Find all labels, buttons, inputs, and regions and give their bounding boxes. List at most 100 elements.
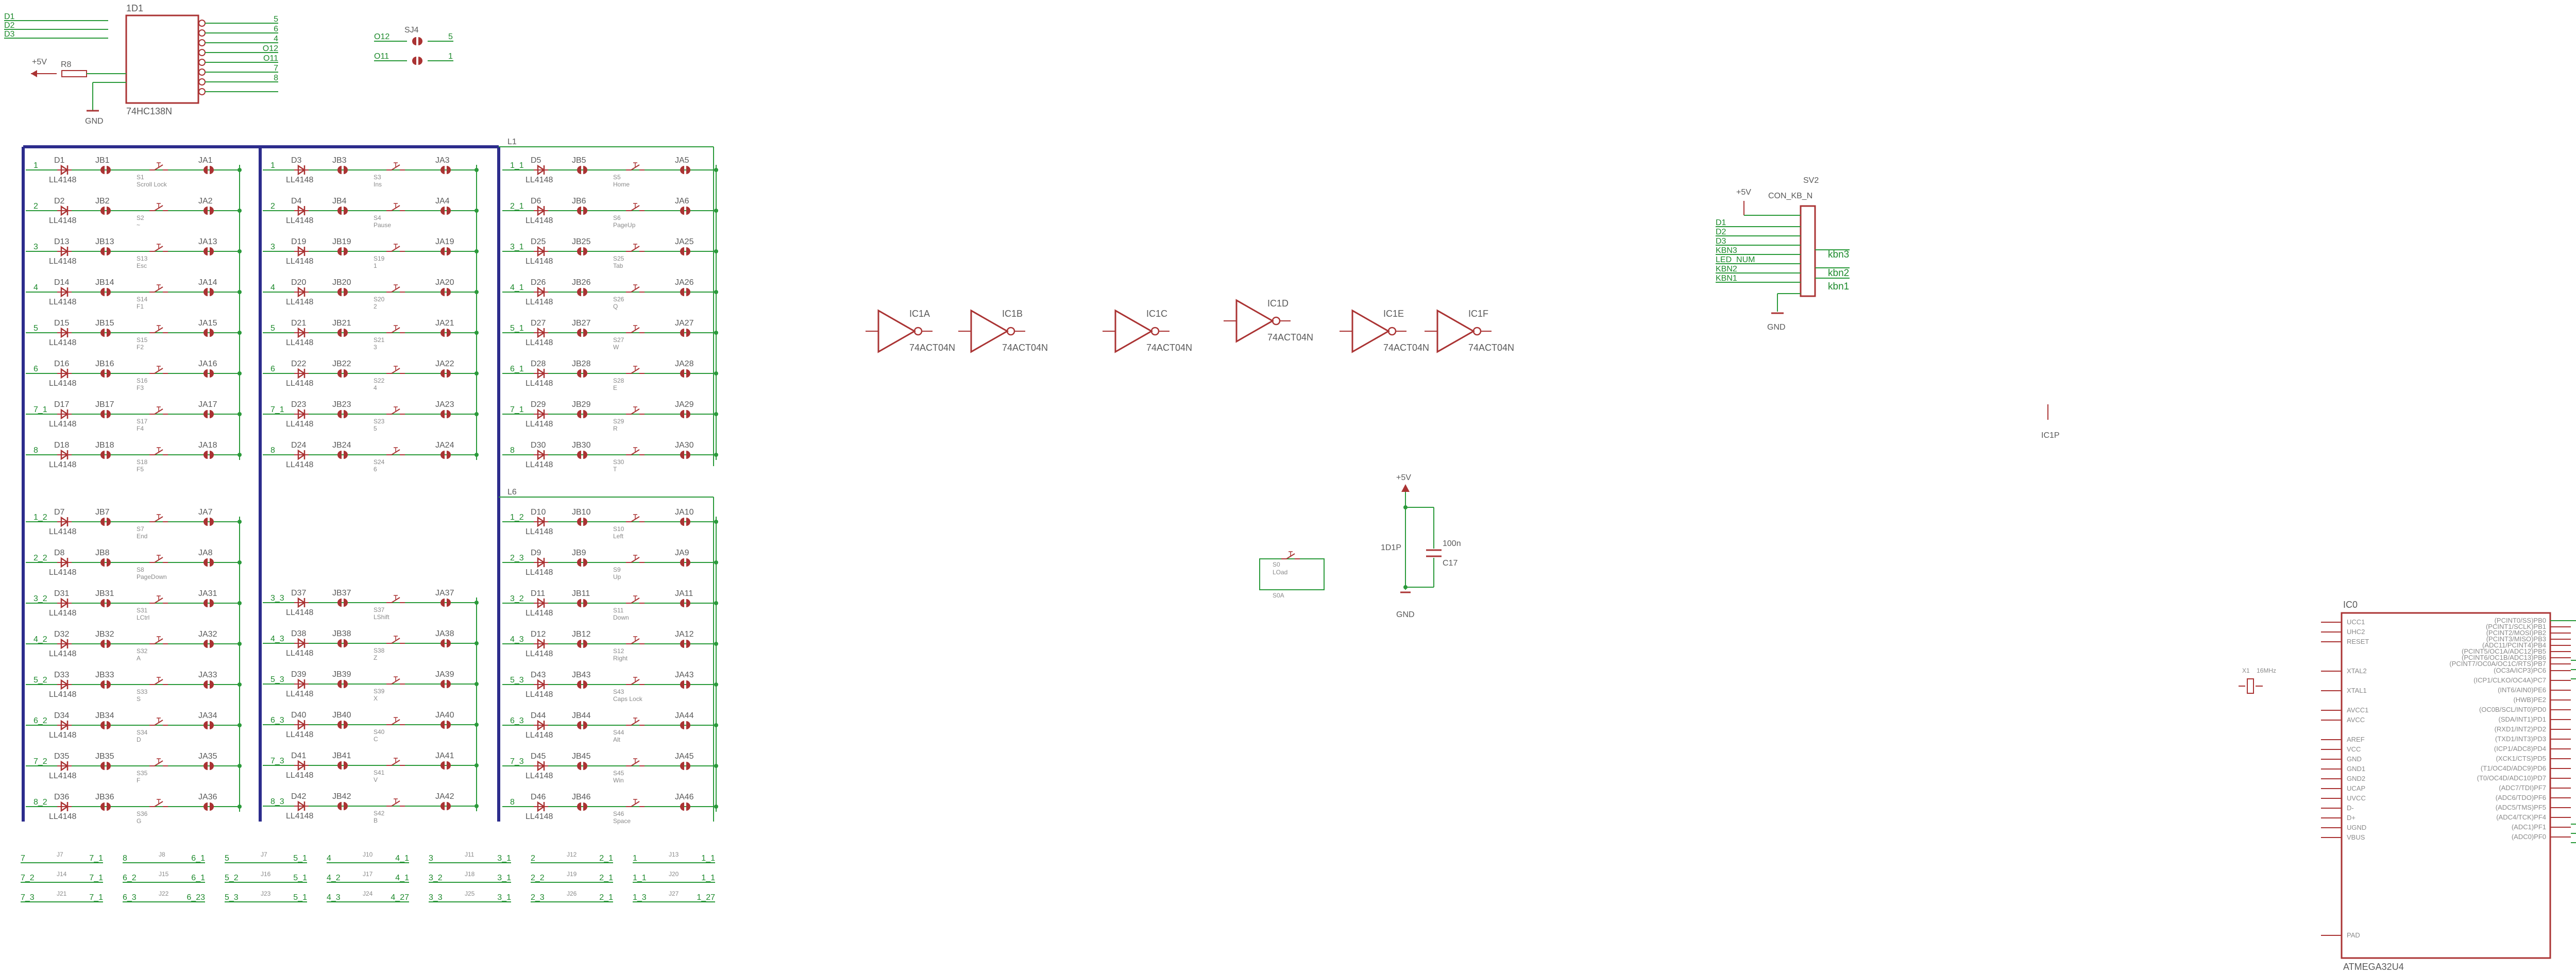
- mcu-right-pin-label: (ADC0)PF0: [2512, 833, 2546, 841]
- row-net-label: 6_3: [270, 716, 284, 725]
- switch-name: S10: [613, 525, 624, 533]
- row-net-label: 3_2: [33, 594, 47, 603]
- jumper-net-label: O12: [374, 32, 389, 41]
- connector-pin-label: LED_NUM: [1716, 255, 1755, 264]
- diode-part: LL4148: [49, 257, 76, 266]
- jumper-name: JB8: [95, 549, 110, 557]
- jumper-name: JB22: [332, 360, 351, 368]
- output-pin-bubble: [198, 49, 206, 56]
- mcu-left-pin-label: GND1: [2347, 765, 2365, 773]
- diode-symbol: [56, 408, 73, 420]
- load-switch-name: S0: [1273, 561, 1280, 568]
- bottom-jumper-net-a: 3: [429, 854, 433, 863]
- inverter-power-name: IC1P: [2041, 431, 2060, 440]
- bottom-jumper-net-b: 6_1: [191, 854, 205, 863]
- diode-symbol: [56, 327, 73, 338]
- key-switch: [149, 203, 168, 211]
- row-net-label: 2: [270, 202, 275, 211]
- junction-dot: [714, 642, 718, 646]
- jumper-name: JA41: [435, 751, 454, 760]
- row-net-label: 8: [33, 446, 38, 455]
- switch-key-label: 6: [374, 466, 377, 473]
- mcu-left-pin-label: UCC1: [2347, 618, 2365, 626]
- output-pin-bubble: [198, 20, 206, 27]
- row-net-label: 2: [33, 202, 38, 211]
- diode-name: D9: [531, 549, 541, 557]
- switch-key-label: G: [137, 817, 141, 825]
- jumper-name: JA2: [198, 197, 213, 206]
- switch-name: S43: [613, 688, 624, 695]
- mcu-right-pin-label: (ICP1/ADC8)PD4: [2494, 745, 2546, 753]
- diode-part: LL4148: [49, 568, 76, 577]
- junction-dot: [474, 168, 479, 172]
- bottom-jumper-name: J12: [567, 851, 577, 858]
- diode-name: D40: [291, 711, 306, 720]
- mcu-body: [2341, 612, 2551, 959]
- switch-name: S37: [374, 606, 385, 613]
- inverter-section: IC1A 74ACT04N IC1B 74ACT04N IC1C 74ACT04N IC1D…: [865, 298, 2060, 440]
- diode-part: LL4148: [286, 608, 313, 617]
- junction-dot: [238, 723, 242, 727]
- switch-name: S23: [374, 418, 385, 425]
- key-switch: [386, 203, 405, 211]
- jumper-name: JB32: [95, 630, 114, 639]
- connector-pin-label: KBN1: [1716, 274, 1737, 283]
- junction-dot: [474, 209, 479, 213]
- diode-symbol: [56, 449, 73, 460]
- jumper-name: JA20: [435, 278, 454, 287]
- key-switch: [625, 284, 645, 293]
- mcu-name: ATMEGA32U4: [2343, 962, 2404, 972]
- output-pin-bubble: [198, 29, 206, 37]
- jumper-name: JA44: [675, 711, 694, 720]
- junction-dot: [714, 249, 718, 253]
- row-net-label: 1: [33, 161, 38, 170]
- diode-part: LL4148: [49, 650, 76, 658]
- output-pin-bubble: [198, 88, 206, 95]
- row-net-label: 6_2: [33, 716, 47, 725]
- key-switch: [149, 677, 168, 685]
- diode-part: LL4148: [526, 609, 553, 618]
- output-net-label: 8: [274, 74, 278, 82]
- diode-part: LL4148: [286, 460, 313, 469]
- bottom-jumper-name: J14: [57, 870, 67, 878]
- connector-pin-label: KBN3: [1716, 246, 1737, 255]
- switch-key-label: End: [137, 533, 147, 540]
- switch-key-label: Left: [613, 533, 624, 540]
- switch-key-label: F: [137, 777, 140, 784]
- switch-frame: [1259, 558, 1325, 590]
- diode-symbol: [56, 286, 73, 298]
- solder-jumper: [412, 57, 422, 65]
- bottom-jumper-net-b: 3_1: [497, 893, 511, 902]
- decoder-ic-part: 74HC138N: [126, 106, 172, 116]
- bottom-jumper-name: J19: [567, 870, 577, 878]
- switch-name: S32: [137, 647, 148, 655]
- diode-symbol: [293, 368, 310, 379]
- diode-name: D38: [291, 629, 306, 638]
- diode-part: LL4148: [286, 771, 313, 780]
- diode-name: D33: [54, 671, 69, 679]
- jumper-name: JA28: [675, 360, 694, 368]
- bottom-jumper-name: J20: [669, 870, 679, 878]
- row-net-label: 3: [33, 243, 38, 251]
- mcu-left-pin-label: PAD: [2347, 931, 2360, 939]
- junction-dot: [714, 805, 718, 809]
- jumper-name: JA27: [675, 319, 694, 328]
- diode-symbol: [533, 449, 549, 460]
- switch-key-label: Alt: [613, 736, 621, 743]
- mcu-left-pin-label: RESET: [2347, 638, 2369, 645]
- switch-key-label: F2: [137, 344, 144, 351]
- diode-symbol: [293, 164, 310, 176]
- mcu-left-pin-label: VBUS: [2347, 833, 2365, 841]
- diode-part: LL4148: [526, 568, 553, 577]
- diode-symbol: [533, 679, 549, 690]
- bottom-jumper-name: J10: [363, 851, 373, 858]
- diode-part: LL4148: [49, 812, 76, 821]
- row-net-label: 1_1: [510, 161, 524, 170]
- inverter-name: IC1A: [909, 309, 930, 319]
- jumper-name: JB19: [332, 237, 351, 246]
- jumper-name: JA35: [198, 752, 217, 761]
- diode-part: LL4148: [526, 379, 553, 388]
- jumper-name: JB45: [572, 752, 591, 761]
- connector-vcc: +5V: [1736, 188, 1751, 197]
